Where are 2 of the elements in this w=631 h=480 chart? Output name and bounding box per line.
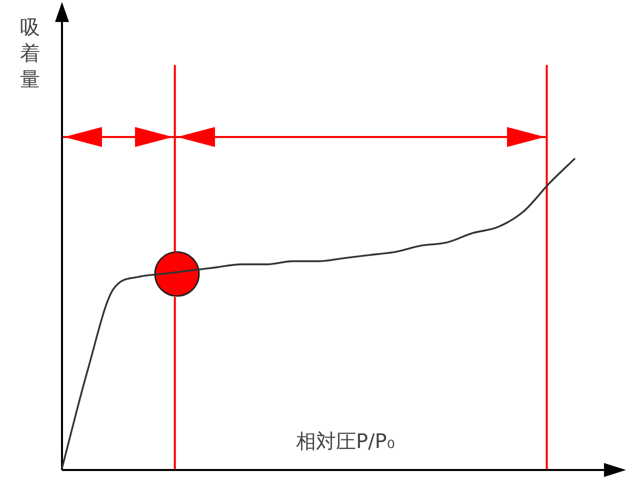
y-axis-title: 吸着量 bbox=[20, 14, 40, 92]
x-axis-title: 相対圧P/P₀ bbox=[296, 428, 395, 455]
